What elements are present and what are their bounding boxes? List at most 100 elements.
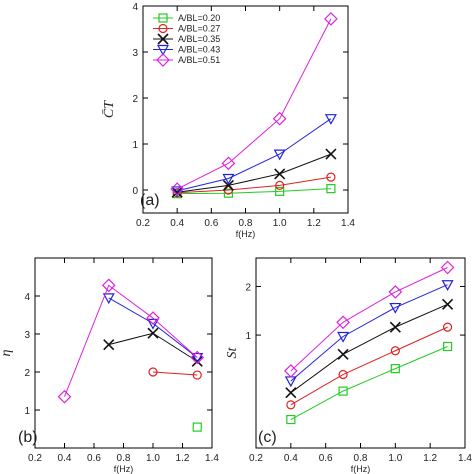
series-line-2 [177,176,331,194]
y-tick-label: 2 [132,94,138,105]
x-tick-label: 0.2 [249,453,263,464]
x-tick-label: 1.4 [458,453,472,464]
data-point-series-3 [222,179,234,191]
legend-marker [158,13,168,23]
data-point-series-4 [102,293,115,305]
legend-marker [156,44,170,56]
data-point-series-3 [285,387,297,399]
y-tick-label: 4 [24,292,30,303]
data-point-series-4 [171,186,184,198]
data-point-series-4 [222,173,235,185]
data-point-series-3 [389,321,401,333]
data-point-series-5 [146,311,160,325]
data-point-series-4 [337,331,350,343]
panel-label: (c) [258,429,277,446]
panel-c-chart: 0.2 0.4 0.6 0.8 1.0 1.2 1.4 1 2 f(Hz) St (c) [225,257,472,474]
y-tick-label: 1 [245,331,251,342]
panel-a-chart: 0.2 0.4 0.6 0.8 1.0 1.2 1.4 0 1 2 3 4 f(Hz) C̄T (a) A/B… [102,2,356,239]
panel-b-chart: 0.2 0.4 0.6 0.8 1.0 1.2 1.4 1 2 3 4 f(Hz) η (b) [0,257,219,474]
data-point-series-2 [442,322,453,332]
x-tick-label: 0.8 [239,218,253,229]
x-tick-label: 0.6 [87,453,101,464]
legend-entry: A/BL=0.35 [178,34,220,44]
x-tick-label: 1.4 [205,453,219,464]
data-point-series-1 [338,386,348,396]
x-axis-label: f(Hz) [236,229,256,239]
x-tick-label: 0.4 [284,453,298,464]
data-point-series-5 [283,364,298,378]
series-line-2 [152,371,198,376]
data-point-series-5 [336,315,350,330]
data-point-series-3 [274,168,286,180]
data-point-series-2 [326,172,336,182]
data-point-series-2 [148,367,158,377]
legend-entry: A/BL=0.20 [178,13,220,23]
series-line-3 [290,303,448,394]
data-point-series-5 [440,260,455,275]
series-line-5 [176,18,332,190]
x-tick-label: 1.4 [341,218,355,229]
data-point-series-5 [101,278,116,293]
data-point-series-2 [286,400,296,410]
data-point-series-1 [442,341,453,352]
data-point-series-5 [221,156,236,171]
data-point-series-2 [275,180,285,190]
y-tick-label: 4 [132,2,138,13]
x-tick-label: 0.4 [170,218,184,229]
data-point-series-5 [272,111,287,126]
panel-label: (b) [18,429,38,446]
series-line-1 [290,346,448,420]
y-tick-label: 1 [132,140,138,151]
x-axis-label: f(Hz) [351,464,371,474]
panel-label: (a) [140,192,160,209]
data-point-series-1 [286,414,296,425]
series-line-1 [177,188,331,195]
y-tick-label: 3 [24,330,30,341]
data-point-series-2 [390,346,400,356]
data-point-series-2 [338,369,348,380]
y-axis-label: η [0,349,14,356]
data-point-series-5 [324,12,338,26]
data-point-series-5 [170,182,185,196]
data-point-series-4 [389,302,402,314]
data-point-series-1 [192,422,202,432]
data-point-series-3 [103,339,115,351]
data-point-series-3 [147,327,159,339]
data-point-series-3 [337,348,349,360]
x-tick-label: 0.6 [204,218,218,229]
series-line-3 [177,153,332,193]
data-point-series-4 [191,352,204,364]
y-axis-label: C̄T [102,100,117,118]
data-point-series-3 [442,298,454,310]
data-point-series-4 [441,280,454,291]
x-tick-label: 0.8 [354,453,368,464]
data-point-series-1 [275,186,285,196]
legend-entry: A/BL=0.43 [178,45,220,55]
series-line-4 [177,118,332,192]
x-tick-label: 1.2 [423,453,437,464]
data-point-series-1 [326,184,336,194]
data-point-series-2 [192,370,202,380]
data-point-series-5 [388,285,403,299]
x-tick-label: 0.6 [319,453,333,464]
x-tick-label: 0.2 [136,218,150,229]
legend-marker [157,33,169,45]
series-line-4 [290,284,448,382]
x-tick-label: 0.2 [28,453,42,464]
data-point-series-5 [57,389,72,404]
x-axis-label: f(Hz) [114,464,134,474]
x-tick-label: 1.0 [146,453,160,464]
y-tick-label: 2 [245,282,251,293]
y-tick-label: 2 [24,368,30,379]
legend-marker [156,53,170,67]
legend-entry: A/BL=0.51 [178,55,220,65]
y-axis-label: St [225,346,240,358]
data-point-series-5 [190,350,205,365]
x-tick-label: 1.2 [307,218,321,229]
data-point-series-3 [325,148,337,160]
legend-marker [158,23,168,34]
x-tick-label: 1.0 [388,453,402,464]
y-tick-label: 0 [132,186,138,197]
data-point-series-4 [324,114,337,125]
